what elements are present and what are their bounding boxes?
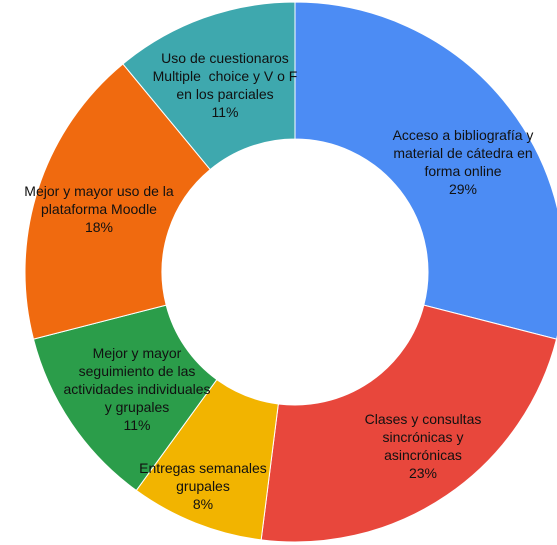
- slice-label-line: Uso de cuestionaros: [161, 50, 289, 66]
- slice-label-line: material de cátedra en: [393, 145, 532, 161]
- slice-value-label: 29%: [449, 181, 477, 197]
- slice-label-line: plataforma Moodle: [41, 201, 157, 217]
- slice-value-label: 11%: [124, 417, 151, 433]
- slice-label-line: y grupales: [105, 399, 170, 415]
- slice-label-line: asincrónicas: [384, 447, 462, 463]
- slice-label-line: seguimiento de las: [79, 363, 196, 379]
- slice-label-line: Entregas semanales: [139, 460, 267, 476]
- slice-label-line: forma online: [424, 163, 501, 179]
- slice-label-line: Multiple choice y V o F: [153, 68, 298, 84]
- slice-value-label: 23%: [409, 465, 437, 481]
- slice-value-label: 11%: [212, 104, 239, 120]
- slice-label-line: sincrónicas y: [383, 429, 464, 445]
- slice-label-line: Acceso a bibliografía y: [393, 127, 534, 143]
- slice-value-label: 8%: [193, 496, 213, 512]
- slice-label-line: en los parciales: [176, 86, 273, 102]
- slice-label-line: Mejor y mayor uso de la: [24, 183, 174, 199]
- slice-label-line: Clases y consultas: [365, 411, 482, 427]
- slice-label-line: Mejor y mayor: [93, 345, 182, 361]
- slice-label-line: actividades individuales: [63, 381, 210, 397]
- slice-value-label: 18%: [85, 219, 113, 235]
- slice-label-line: grupales: [176, 478, 230, 494]
